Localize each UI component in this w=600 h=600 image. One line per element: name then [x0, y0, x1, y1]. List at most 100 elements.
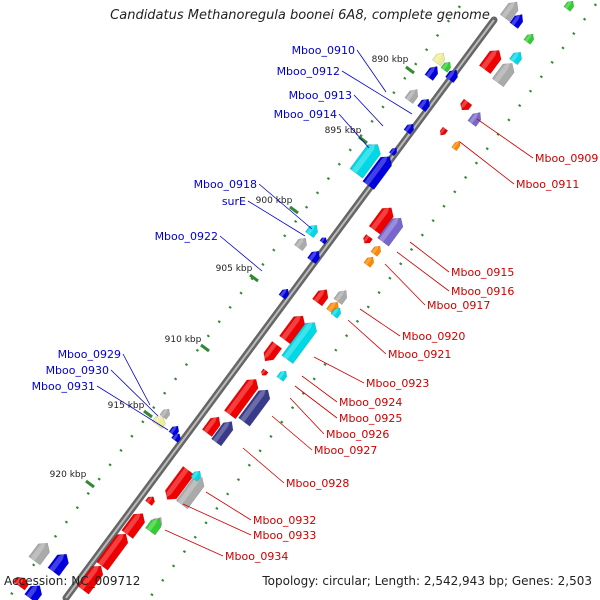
gene-cyan-shape: [330, 307, 342, 319]
gene-red-shape: [201, 416, 221, 437]
gene-cyan-shade: [283, 321, 313, 360]
gene-gray-shape: [294, 237, 307, 252]
gene-cyan-shade: [351, 142, 376, 174]
gene-blue-shade: [389, 147, 396, 155]
topology-text: Topology: circular; Length: 2,542,943 bp…: [262, 574, 592, 588]
gene-red: [13, 576, 29, 591]
gene-gray-shape: [491, 63, 515, 88]
gene-label-right: Mboo_0933: [253, 529, 316, 542]
gene-cyan-shape: [190, 470, 202, 482]
gene-cyan-shade: [306, 224, 316, 235]
gene-orange-shape: [370, 245, 382, 257]
gene-green: [145, 517, 162, 536]
gene-red: [368, 206, 394, 235]
gene-orange-shape: [451, 140, 461, 152]
gene-red-shade: [79, 564, 99, 591]
gene-red-shape: [223, 379, 259, 420]
gene-red-shade: [146, 495, 153, 504]
gene-blue-shape: [307, 250, 320, 265]
gene-gray-shade: [335, 289, 345, 302]
gene-cyan-shape: [349, 144, 381, 179]
gene-red-shape: [164, 466, 195, 500]
gene-blue-shape: [278, 288, 290, 300]
right-label-leader: [289, 397, 325, 435]
gene-gray-shade: [406, 88, 416, 101]
gene-gray: [294, 237, 307, 252]
gene-yellow-shape: [432, 52, 445, 67]
right-label-leader: [459, 141, 515, 185]
gene-orange-shade: [371, 245, 379, 255]
gene-navy-shade: [240, 388, 266, 423]
gene-purple-shade: [379, 216, 399, 243]
gene-gray-shape: [28, 542, 50, 566]
gene-gray: [28, 541, 50, 566]
gene-cyan-shape: [276, 370, 288, 382]
gene-red-shape: [96, 533, 129, 571]
right-label-leader: [347, 319, 387, 355]
gene-red: [223, 377, 259, 420]
gene-gray-shade: [493, 61, 511, 83]
gene-blue-shape: [509, 14, 524, 29]
gene-blue-shade: [426, 65, 436, 78]
kbp-tick-label: 910 kbp: [165, 335, 202, 345]
gene-red: [312, 288, 329, 307]
gene-label-left: Mboo_0918: [194, 178, 257, 191]
gene-cyan-shade: [331, 307, 339, 317]
gene-blue: [278, 288, 290, 300]
gene-label-right: Mboo_0927: [314, 444, 377, 457]
gene-cyan: [305, 224, 318, 239]
gene-blue: [319, 236, 328, 245]
gene-label-right: Mboo_0924: [339, 396, 402, 409]
gene-red-shade: [480, 48, 498, 70]
gene-red-shape: [439, 126, 449, 136]
kbp-tick-mark: [200, 343, 210, 353]
gene-blue: [388, 147, 398, 157]
gene-orange: [370, 245, 382, 257]
gene-red: [121, 512, 146, 539]
gene-red-shape: [312, 289, 329, 307]
gene-purple-shape: [377, 217, 404, 247]
gene-label-left: Mboo_0929: [58, 348, 121, 361]
gene-red-shape: [363, 234, 373, 244]
kbp-tick-label: 920 kbp: [50, 470, 87, 480]
kbp-tick-label: 915 kbp: [108, 401, 145, 411]
gene-label-right: Mboo_0915: [451, 266, 514, 279]
gene-orange-shape: [363, 256, 375, 268]
gene-cyan: [190, 470, 202, 482]
gene-label-right: Mboo_0932: [253, 514, 316, 527]
kbp-tick-label: 900 kbp: [256, 196, 293, 206]
left-label-leader: [122, 353, 151, 406]
gene-navy-shape: [238, 389, 271, 427]
gene-red-shade: [281, 314, 301, 341]
gene-gray: [499, 0, 519, 22]
gene-blue-shape: [445, 69, 458, 84]
gene-label-left: Mboo_0912: [277, 65, 340, 78]
outer-dotted-ring: [147, 3, 597, 600]
gene-gray: [175, 475, 205, 510]
right-label-leader: [301, 375, 338, 403]
gene-yellow-shade: [433, 52, 443, 63]
gene-blue-shape: [403, 123, 415, 135]
left-label-leader: [110, 369, 159, 417]
kbp-tick-label: 905 kbp: [216, 264, 253, 274]
right-label-leader: [294, 385, 338, 419]
inner-dotted-ring: [9, 5, 461, 597]
gene-purple: [467, 111, 482, 127]
gene-green-shade: [564, 0, 572, 10]
gene-red-shade: [370, 206, 390, 231]
gene-red-shape: [263, 341, 283, 362]
gene-gray: [159, 408, 171, 420]
right-label-leader: [271, 415, 313, 451]
gene-blue-shape: [388, 147, 398, 157]
gene-cyan-shade: [510, 51, 520, 62]
gene-red-shade: [439, 127, 446, 135]
gene-red: [96, 532, 129, 571]
gene-blue-shape: [319, 237, 328, 245]
gene-label-right: Mboo_0923: [366, 377, 429, 390]
gene-cyan-shade: [277, 370, 285, 380]
right-label-leader: [359, 308, 401, 337]
left-label-leader: [219, 235, 263, 272]
gene-cyan-shape: [509, 51, 522, 66]
left-label-leader: [247, 200, 306, 237]
